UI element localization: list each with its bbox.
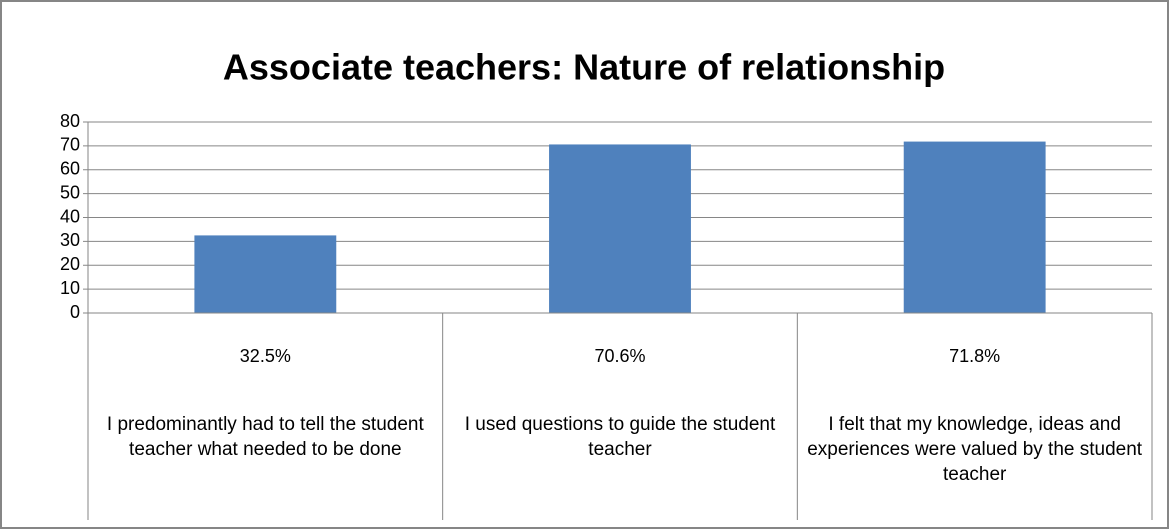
y-tick-label: 30 (60, 230, 80, 250)
bar (194, 235, 337, 313)
x-tick-label: I felt that my knowledge, ideas and expe… (807, 414, 1143, 485)
y-tick-label: 40 (60, 206, 80, 226)
bar (903, 141, 1046, 313)
x-label-box: I predominantly had to tell the student … (106, 414, 424, 460)
x-label-box: I used questions to guide the student te… (464, 414, 776, 460)
y-tick-label: 50 (60, 182, 80, 202)
bar (549, 144, 691, 313)
value-label: 70.6% (594, 346, 645, 366)
chart-title: Associate teachers: Nature of relationsh… (223, 47, 945, 88)
value-label: 71.8% (949, 346, 1000, 366)
y-tick-label: 70 (60, 135, 80, 155)
x-tick-label: I predominantly had to tell the student … (106, 414, 424, 460)
y-tick-label: 0 (70, 302, 80, 322)
x-label-box: I felt that my knowledge, ideas and expe… (807, 414, 1143, 485)
value-label: 32.5% (240, 346, 291, 366)
y-tick-label: 20 (60, 254, 80, 274)
y-tick-label: 80 (60, 111, 80, 131)
x-tick-label: I used questions to guide the student te… (464, 414, 776, 460)
y-tick-label: 60 (60, 159, 80, 179)
y-tick-label: 10 (60, 278, 80, 298)
